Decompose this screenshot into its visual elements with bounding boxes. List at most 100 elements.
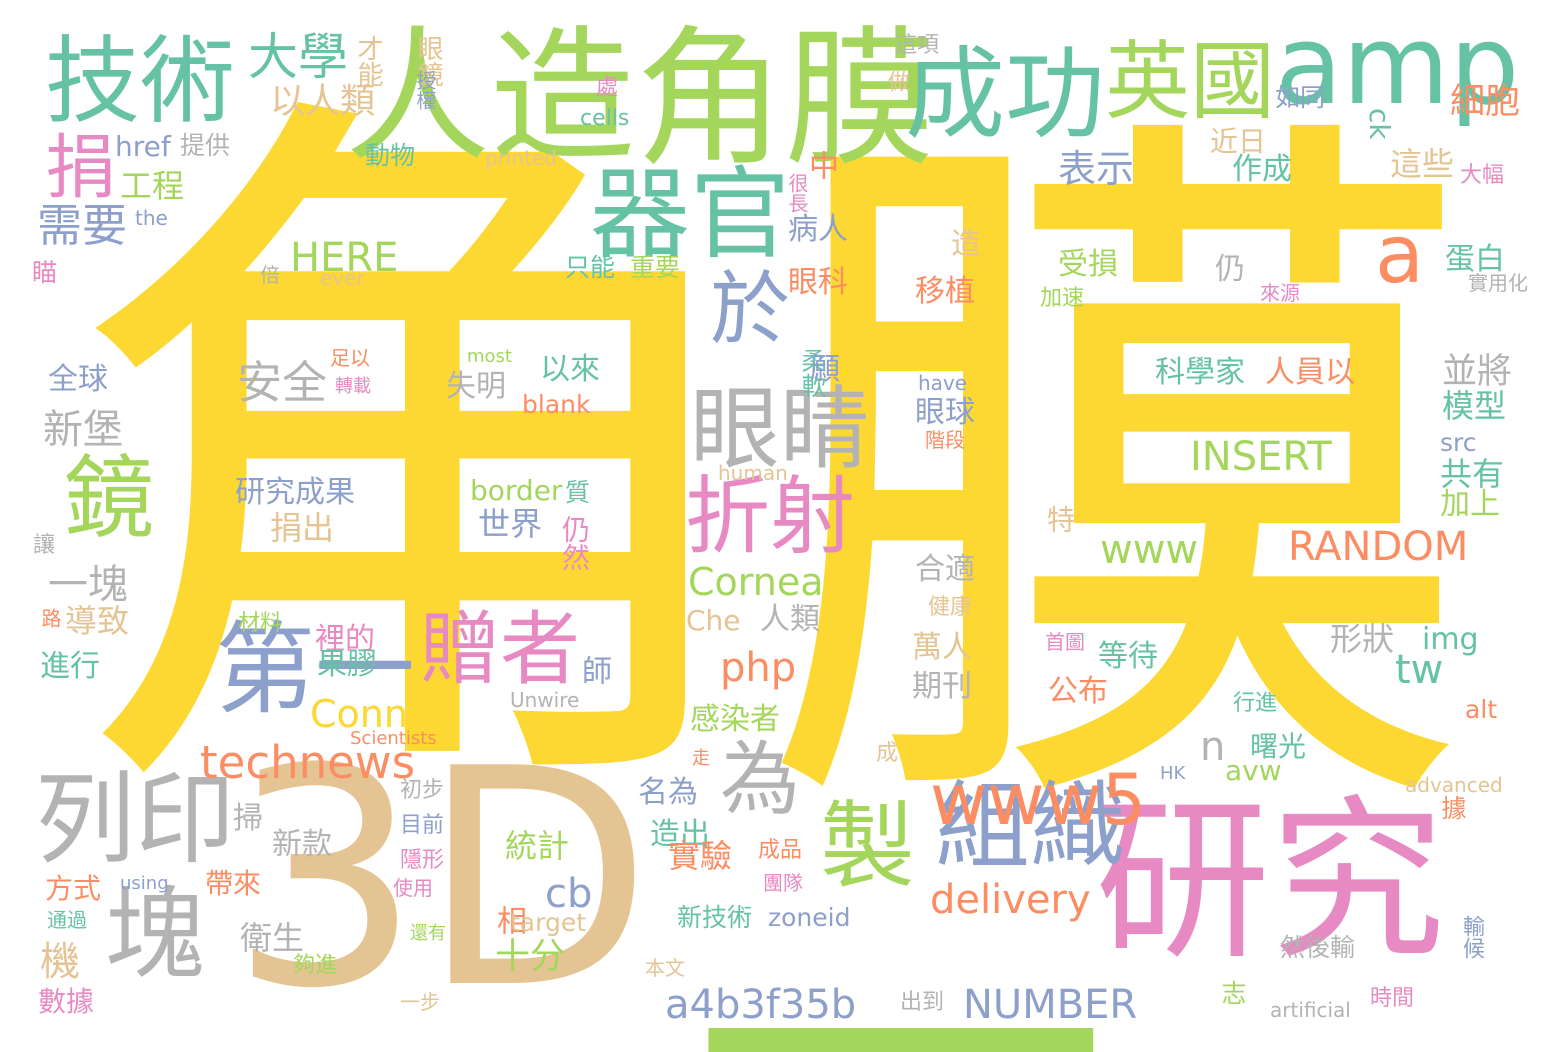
cloud-word: 志 xyxy=(1218,980,1247,1005)
cloud-word: 公布 xyxy=(1048,674,1108,709)
cloud-word: ever xyxy=(320,266,365,290)
cloud-word: 成品 xyxy=(758,838,803,863)
cloud-word: 安全 xyxy=(237,356,328,409)
cloud-word: 做 xyxy=(884,70,909,92)
cloud-word: 眼鏡 xyxy=(413,35,443,87)
cloud-word: 新技術 xyxy=(677,903,753,932)
cloud-word: tw xyxy=(1395,647,1444,693)
cloud-word: 於 xyxy=(710,263,790,356)
cloud-word: www5 xyxy=(930,759,1147,841)
cloud-word: border xyxy=(470,474,563,507)
cloud-word: Unwire xyxy=(510,688,580,712)
cloud-word: 加上 xyxy=(1440,487,1500,522)
cloud-word: 目前 xyxy=(400,813,445,838)
cloud-word: zoneid xyxy=(768,903,851,932)
cloud-word: 模型 xyxy=(1442,387,1507,425)
cloud-word: 角 xyxy=(55,41,775,879)
cloud-word: 特 xyxy=(1043,505,1076,533)
cloud-word: 師 xyxy=(576,655,611,685)
cloud-word: 捐出 xyxy=(270,509,335,547)
cloud-word: NUMBER xyxy=(963,982,1138,1028)
cloud-word: php xyxy=(720,645,797,691)
cloud-word: 捐 xyxy=(34,130,116,200)
cloud-word: 轉載 xyxy=(335,376,371,397)
cloud-word: 提供 xyxy=(180,131,231,160)
cloud-word: 隱形 xyxy=(400,848,445,873)
cloud-word: Cornea xyxy=(688,560,824,604)
cloud-word: 研究成果 xyxy=(235,475,355,510)
cloud-word: 方式 xyxy=(45,872,102,905)
cloud-word: blank xyxy=(522,390,591,419)
cloud-word: 果膠 xyxy=(317,647,377,682)
cloud-word: printed xyxy=(485,146,557,170)
cloud-word: cb xyxy=(545,871,593,917)
cloud-word: human xyxy=(718,461,788,485)
cloud-word: 時間 xyxy=(1370,986,1415,1011)
cloud-word: 掃 xyxy=(233,801,263,836)
cloud-word: 膜 xyxy=(760,61,1480,899)
cloud-word: target xyxy=(510,908,587,937)
cloud-word: cells xyxy=(580,106,630,131)
cloud-word: 行進 xyxy=(1233,691,1278,716)
cloud-word: 列印 xyxy=(35,761,235,878)
cloud-word: 如同 xyxy=(1275,83,1326,112)
cloud-word: 表示 xyxy=(1058,147,1135,191)
cloud-word: 期刊 xyxy=(912,669,972,704)
cloud-word: n xyxy=(1200,724,1226,770)
cloud-word: 並將 xyxy=(1442,352,1513,392)
cloud-word: 蛋白 xyxy=(1445,242,1505,277)
cloud-word: 通過 xyxy=(47,908,87,932)
cloud-word: 英國 xyxy=(1105,33,1276,132)
cloud-word: 使用 xyxy=(393,876,433,900)
cloud-word: 世界 xyxy=(478,505,543,543)
cloud-word: 統計 xyxy=(505,827,570,865)
cloud-word: 共有 xyxy=(1440,455,1505,493)
cloud-word: 研究 xyxy=(1095,781,1445,984)
cloud-word: 材料 xyxy=(238,611,283,636)
cloud-word: 細胞 xyxy=(1450,82,1521,122)
cloud-word: href xyxy=(115,130,171,163)
cloud-word: 合適 xyxy=(915,552,975,587)
cloud-word: 授權 xyxy=(413,70,437,110)
cloud-word: 眼睛 xyxy=(690,377,870,482)
cloud-word: 足以 xyxy=(330,346,370,370)
cloud-word: advanced xyxy=(1405,773,1503,797)
cloud-word: 中 xyxy=(803,150,838,180)
cloud-word: Scientists xyxy=(350,728,437,749)
cloud-word: 病人 xyxy=(788,212,848,247)
cloud-word: amp xyxy=(1275,1,1520,129)
cloud-word: 實用化 xyxy=(1468,271,1528,295)
cloud-word: artificial xyxy=(1270,998,1351,1022)
cloud-word: 大幅 xyxy=(1460,163,1505,188)
cloud-word: 據 xyxy=(1438,795,1467,820)
cloud-word: 科學家 xyxy=(1155,355,1245,390)
cloud-word: Connon xyxy=(310,692,456,736)
cloud-word: 鏡 xyxy=(48,450,153,540)
cloud-word: 倍 xyxy=(260,263,280,287)
cloud-word: 這項 xyxy=(895,33,940,58)
cloud-word: 大學 xyxy=(248,28,348,86)
cloud-word: the xyxy=(135,206,168,230)
cloud-word: RANDOM xyxy=(1288,524,1469,570)
cloud-word: 衛生 xyxy=(240,919,305,957)
cloud-word: 折射 xyxy=(685,468,856,567)
cloud-word: technews xyxy=(200,736,416,789)
cloud-word: 仍然 xyxy=(558,515,591,571)
cloud-word: 進行 xyxy=(40,649,100,684)
cloud-word: 動物 xyxy=(365,141,416,170)
cloud-word: 工程 xyxy=(120,167,185,205)
cloud-word: 團隊 xyxy=(763,871,803,895)
cloud-word: 全球 xyxy=(48,362,108,397)
cloud-word: 數據 xyxy=(38,985,95,1018)
cloud-word: 贈者 xyxy=(420,603,580,696)
cloud-word: 然後輸 xyxy=(1280,933,1356,962)
cloud-word: alt xyxy=(1465,695,1498,724)
cloud-word: 塊 xyxy=(105,876,205,993)
cloud-word: 加速 xyxy=(1040,286,1085,311)
cloud-word: a xyxy=(1375,208,1425,301)
cloud-word: 實驗 xyxy=(668,837,733,875)
cloud-word: 出到 xyxy=(900,990,945,1015)
cloud-word: 組織 xyxy=(935,772,1126,882)
cloud-word: 成功 xyxy=(905,36,1105,153)
